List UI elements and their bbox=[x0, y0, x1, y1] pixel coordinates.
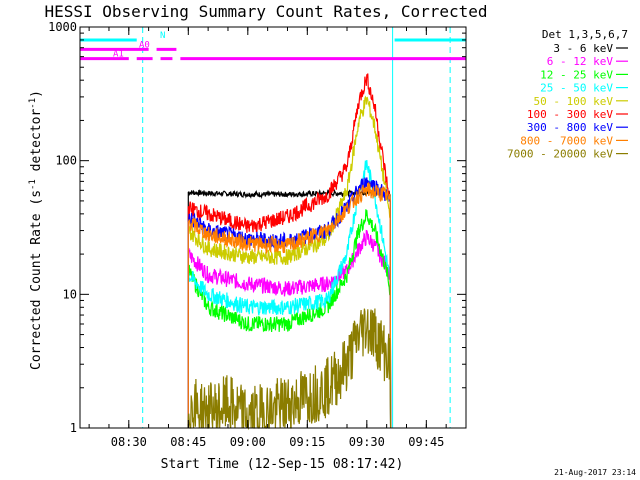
series-line bbox=[187, 177, 392, 429]
vertical-markers bbox=[142, 27, 451, 428]
chart-title: HESSI Observing Summary Count Rates, Cor… bbox=[44, 2, 487, 21]
y-tick-label: 1 bbox=[70, 421, 77, 435]
series-line bbox=[187, 95, 392, 429]
y-axis-label: Corrected Count Rate (s-1 detector-1) bbox=[28, 90, 44, 370]
series-lines bbox=[187, 73, 392, 431]
y-tick-label: 100 bbox=[55, 154, 77, 168]
x-axis-label: Start Time (12-Sep-15 08:17:42) bbox=[161, 457, 404, 472]
x-tick-label: 09:45 bbox=[408, 435, 444, 449]
annotation-label: A1 bbox=[113, 50, 124, 60]
y-axis-label-part: Corrected Count Rate (s bbox=[29, 190, 44, 370]
legend-label: 100 - 300 keV bbox=[527, 108, 613, 121]
annotation-label: N bbox=[160, 31, 165, 41]
x-tick-label: 08:45 bbox=[170, 435, 206, 449]
y-tick-label: 10 bbox=[63, 287, 77, 301]
legend-label: 800 - 7000 keV bbox=[520, 134, 613, 147]
legend-label: 300 - 800 keV bbox=[527, 121, 613, 134]
x-tick-label: 09:30 bbox=[349, 435, 385, 449]
y-axis-label-close: ) bbox=[29, 90, 44, 98]
legend-label: 6 - 12 keV bbox=[547, 55, 614, 68]
legend-label: 50 - 100 keV bbox=[534, 95, 614, 108]
annotation-bars: N A0 A1 bbox=[80, 31, 466, 61]
y-axis-label-sup: -1 bbox=[28, 179, 38, 190]
series-line bbox=[187, 308, 392, 431]
legend-label: 12 - 25 keV bbox=[540, 68, 613, 81]
y-tick-label: 1000 bbox=[48, 20, 77, 34]
x-tick-label: 09:15 bbox=[289, 435, 325, 449]
legend-label: 7000 - 20000 keV bbox=[507, 148, 613, 161]
y-axis-label-sup2: -1 bbox=[28, 98, 38, 109]
x-tick-label: 08:30 bbox=[111, 435, 147, 449]
legend-title: Det 1,3,5,6,7 bbox=[542, 28, 628, 41]
plot-frame bbox=[79, 26, 467, 429]
axes: 08:30 08:45 09:00 09:15 09:30 09:45 1 10 100 1000 bbox=[48, 20, 467, 449]
timestamp: 21-Aug-2017 23:14 bbox=[554, 468, 636, 477]
series-line bbox=[187, 229, 392, 429]
series-line bbox=[187, 181, 392, 429]
series-line bbox=[187, 73, 392, 429]
annotation-label: A0 bbox=[139, 40, 150, 50]
legend-label: 3 - 6 keV bbox=[553, 42, 613, 55]
y-axis-label-part2: detector bbox=[29, 109, 44, 180]
x-tick-label: 09:00 bbox=[230, 435, 266, 449]
legend-label: 25 - 50 keV bbox=[540, 82, 613, 95]
